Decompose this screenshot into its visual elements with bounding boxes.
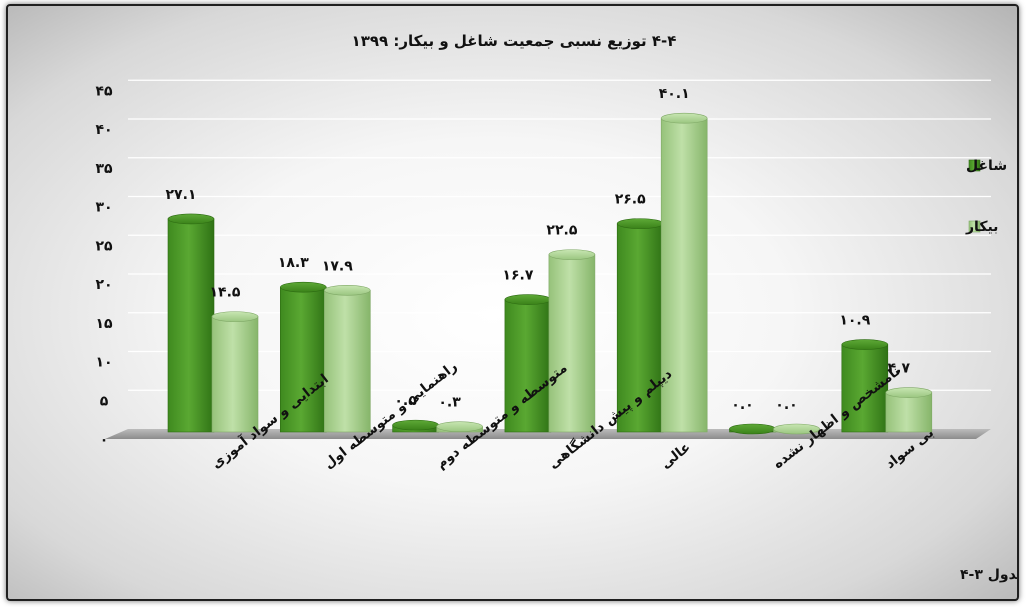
bar-series-1-cat-1 (323, 289, 371, 433)
bar-series-1-cat-4 (660, 117, 708, 433)
y-tick-label: ۰ (100, 432, 109, 448)
y-tick-label: ۱۰ (95, 355, 112, 371)
data-label-series-1-cat-2: ۰.۳ (438, 395, 461, 411)
y-axis: ۰ ۵ ۱۰ ۱۵ ۲۰ ۲۵ ۳۰ ۳۵ ۴۰ ۴۵ (95, 83, 113, 448)
chart: ۴-۴ توزیع نسبی جمعیت شاغل و بیکار: ۱۳۹۹ … (95, 32, 1019, 583)
bar-top-series-1-cat-2 (436, 421, 483, 432)
bar-top-series-0-cat-0 (167, 213, 215, 225)
data-label-series-1-cat-1: ۱۷.۹ (322, 258, 353, 274)
y-tick-label: ۲۰ (95, 277, 112, 293)
data-label-series-1-cat-3: ۲۲.۵ (546, 223, 577, 239)
bar-top-series-0-cat-5 (729, 423, 776, 435)
data-label-series-1-cat-4: ۴۰.۱ (659, 86, 690, 102)
bar-top-series-1-cat-3 (548, 249, 596, 260)
chart-title: ۴-۴ توزیع نسبی جمعیت شاغل و بیکار: ۱۳۹۹ (352, 32, 677, 50)
data-label-series-0-cat-3: ۱۶.۷ (502, 268, 533, 284)
data-label-series-0-cat-4: ۲۶.۵ (615, 192, 646, 208)
legend-label-series-1: بیکار (965, 219, 998, 235)
bar-series-1-cat-6 (885, 392, 933, 433)
source-note: مبنا: جدول ۳-۴ (960, 567, 1019, 583)
legend-swatch-series-0 (968, 159, 981, 172)
bar-series-0-cat-3 (504, 299, 552, 433)
data-label-series-0-cat-5: ۰.۰ (731, 397, 753, 413)
bar-top-series-0-cat-2 (392, 419, 439, 431)
data-labels: ۲۷.۱ ۱۴.۵ ۱۸.۳ ۱۷.۹ ۰.۵ ۰.۳ ۱۶.۷ ۲۲.۵ ۲۶.۵ ۴۰.۱ ۰.… (166, 86, 911, 413)
y-tick-label: ۲۵ (95, 238, 113, 254)
y-tick-label: ۴۵ (95, 83, 113, 99)
y-tick-label: ۵ (100, 393, 109, 409)
data-label-series-1-cat-5: ۰.۰ (775, 397, 797, 413)
bar-top-series-1-cat-5 (773, 423, 820, 435)
data-label-series-1-cat-6: ۴.۷ (888, 361, 911, 377)
bar-top-series-0-cat-6 (841, 339, 889, 350)
bar-series-0-cat-0 (167, 218, 215, 433)
bar-top-series-1-cat-4 (660, 112, 708, 124)
bars (167, 112, 933, 435)
bar-top-series-0-cat-4 (616, 218, 664, 229)
bar-series-0-cat-6 (841, 344, 889, 433)
y-tick-label: ۳۰ (95, 200, 112, 216)
data-label-series-1-cat-0: ۱۴.۵ (210, 285, 241, 301)
bar-top-series-1-cat-0 (211, 311, 259, 322)
gridlines (128, 79, 991, 391)
bar-top-series-0-cat-1 (279, 281, 327, 293)
legend: شاغل بیکار (965, 158, 1007, 235)
data-label-series-0-cat-0: ۲۷.۱ (166, 187, 197, 203)
bar-series-1-cat-3 (548, 254, 596, 433)
y-tick-label: ۴۰ (95, 122, 112, 138)
bar-top-series-1-cat-6 (885, 387, 933, 398)
y-tick-label: ۳۵ (95, 161, 113, 177)
data-label-series-0-cat-2: ۰.۵ (394, 393, 417, 409)
bar-top-series-0-cat-3 (504, 294, 552, 305)
chart-frame: ۴-۴ توزیع نسبی جمعیت شاغل و بیکار: ۱۳۹۹ … (6, 4, 1019, 601)
bar-top-series-1-cat-1 (323, 284, 371, 296)
legend-label-series-0: شاغل (966, 158, 1007, 174)
data-label-series-0-cat-6: ۱۰.۹ (839, 313, 870, 329)
bar-series-0-cat-4 (616, 223, 664, 433)
y-tick-label: ۱۵ (95, 316, 113, 332)
data-label-series-0-cat-1: ۱۸.۳ (278, 255, 309, 271)
x-tick-label: عالی (658, 439, 694, 472)
bar-series-1-cat-0 (211, 316, 259, 433)
legend-swatch-series-1 (968, 220, 981, 233)
